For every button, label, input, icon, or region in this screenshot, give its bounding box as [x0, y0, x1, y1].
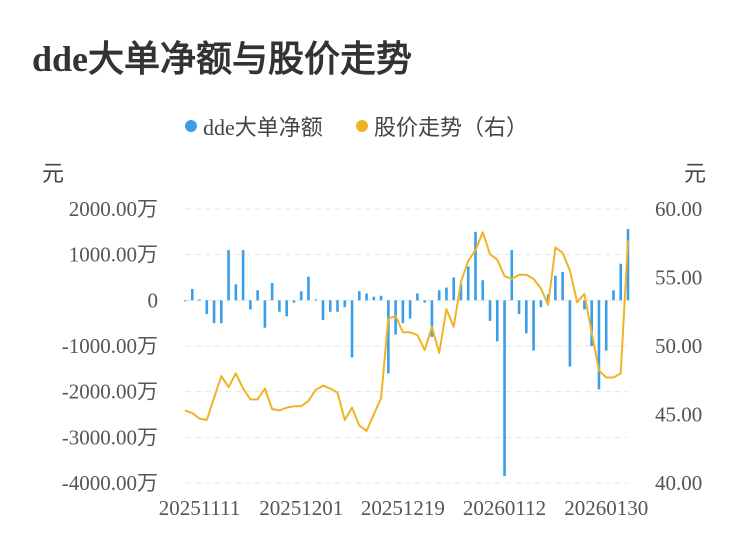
- dde-bar: [263, 300, 267, 328]
- right-tick-label: 40.00: [655, 471, 702, 495]
- right-tick-label: 55.00: [655, 266, 702, 290]
- dde-bar: [365, 293, 368, 301]
- dde-bar: [249, 300, 252, 310]
- dde-bar: [285, 300, 288, 317]
- dde-bar: [328, 300, 332, 312]
- dde-bar: [481, 280, 485, 301]
- dde-bar: [292, 300, 296, 303]
- dde-bar: [372, 296, 376, 301]
- left-tick-label: -4000.00万: [62, 471, 158, 495]
- legend-label-price: 股价走势（右）: [374, 115, 529, 140]
- chart-title: dde大单净额与股价走势: [32, 39, 413, 79]
- dde-bar: [510, 250, 514, 301]
- dde-bar: [474, 231, 477, 301]
- price-line: [184, 231, 629, 432]
- x-tick-label: 20251201: [259, 496, 343, 520]
- dde-bar: [459, 284, 463, 301]
- dde-bar: [234, 284, 238, 301]
- dde-bar: [554, 275, 557, 301]
- x-tick-label: 20260112: [463, 496, 546, 520]
- dde-bar: [336, 300, 339, 312]
- left-axis-unit: 元: [42, 161, 65, 186]
- left-tick-label: -2000.00万: [62, 380, 158, 404]
- legend-dot-dde: [185, 120, 197, 132]
- dde-bar: [321, 300, 325, 320]
- dde-bar: [583, 300, 586, 310]
- dde-bar: [227, 250, 230, 301]
- dde-bar: [408, 300, 412, 319]
- legend-label-dde: dde大单净额: [203, 115, 323, 140]
- left-tick-label: -1000.00万: [62, 334, 158, 358]
- dde-bar: [597, 300, 601, 390]
- dde-bar: [590, 300, 593, 346]
- x-tick-label: 20251219: [361, 496, 445, 520]
- dde-bar: [612, 290, 615, 301]
- dde-bar: [539, 300, 543, 308]
- dde-bar: [387, 300, 390, 374]
- legend-dot-price: [356, 120, 368, 132]
- dde-bar: [416, 293, 419, 301]
- right-tick-label: 50.00: [655, 334, 702, 358]
- legend-item-price[interactable]: 股价走势（右）: [356, 110, 528, 142]
- dde-bar: [423, 300, 426, 303]
- dde-bar: [532, 300, 535, 351]
- dde-bar: [401, 300, 405, 324]
- dde-bar: [561, 272, 564, 301]
- dde-bar: [256, 290, 259, 301]
- right-tick-label: 60.00: [655, 197, 702, 221]
- x-tick-label: 20260130: [564, 496, 648, 520]
- dde-bar: [437, 290, 441, 301]
- dde-bar: [350, 300, 354, 358]
- left-tick-label: 2000.00万: [69, 197, 158, 221]
- left-tick-label: 0: [148, 288, 159, 312]
- left-tick-label: -3000.00万: [62, 425, 158, 449]
- dde-bar: [299, 291, 303, 301]
- dde-bar: [604, 300, 608, 351]
- dde-bar: [198, 299, 201, 301]
- dde-bar: [488, 300, 492, 321]
- dde-bar: [343, 300, 347, 308]
- dde-bar: [241, 250, 245, 301]
- dde-bar: [212, 300, 216, 324]
- dde-bar: [495, 300, 499, 342]
- dde-bar: [626, 229, 630, 301]
- legend-item-dde[interactable]: dde大单净额: [185, 110, 323, 142]
- x-tick-label: 20251111: [159, 496, 241, 520]
- dde-bar: [466, 266, 470, 301]
- dde-bar: [525, 300, 528, 334]
- left-tick-label: 1000.00万: [69, 243, 158, 267]
- dde-bar: [190, 288, 194, 301]
- dde-bar: [430, 300, 434, 337]
- dde-bar: [517, 300, 521, 315]
- dde-bar: [205, 300, 209, 315]
- dde-bar: [314, 299, 318, 301]
- right-axis-unit: 元: [684, 161, 707, 186]
- dde-bar: [307, 276, 310, 301]
- dde-bar: [183, 300, 187, 302]
- dde-bar: [270, 282, 274, 301]
- right-tick-label: 45.00: [655, 403, 702, 427]
- dde-bar: [379, 295, 383, 301]
- dde-bar: [452, 277, 456, 301]
- dde-bar: [619, 263, 623, 301]
- dde-bar: [357, 291, 361, 301]
- dde-bar: [278, 300, 281, 312]
- dde-bar: [503, 300, 506, 477]
- dde-bar: [568, 300, 572, 367]
- dde-bar: [445, 287, 448, 301]
- dde-bar: [220, 300, 223, 324]
